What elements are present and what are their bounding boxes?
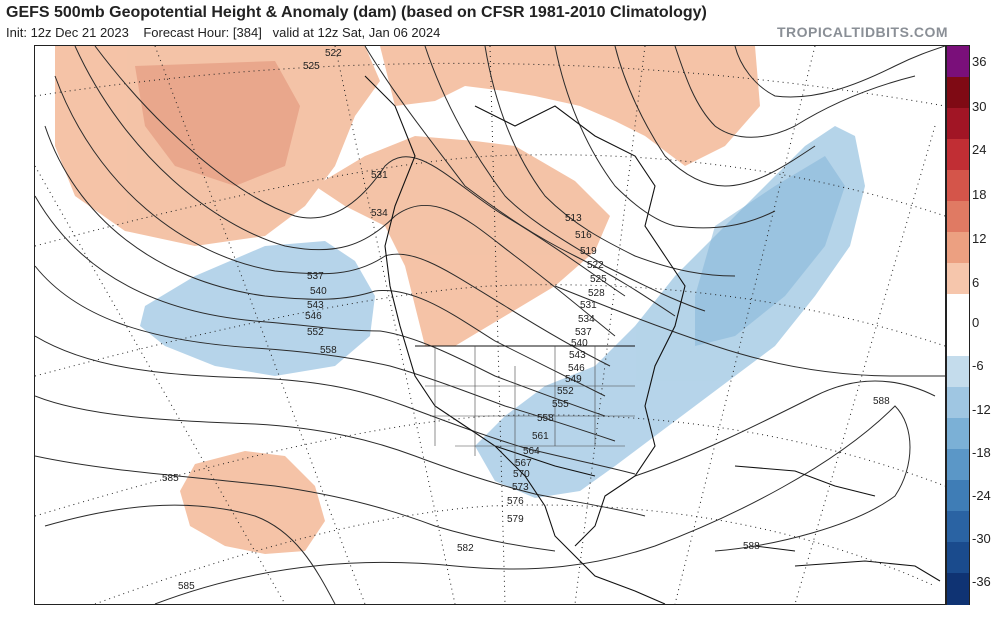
contour-label: 531 — [580, 300, 597, 311]
contour-label: 546 — [305, 311, 322, 322]
colorbar-segment — [947, 77, 969, 109]
contour-label: 534 — [578, 314, 595, 325]
colorbar-segment — [947, 480, 969, 512]
colorbar-segment — [947, 201, 969, 233]
contour-label: 534 — [371, 208, 388, 219]
contour-label: 573 — [512, 482, 529, 493]
colorbar-tick-label: 0 — [972, 315, 980, 330]
contour-label: 522 — [325, 48, 342, 59]
colorbar-segment — [947, 139, 969, 171]
contour-label: 576 — [507, 496, 524, 507]
state-borders — [425, 346, 635, 466]
init-time: Init: 12z Dec 21 2023 — [6, 25, 129, 40]
contour-label: 531 — [371, 170, 388, 181]
colorbar-tick-label: 12 — [972, 231, 987, 246]
colorbar-segment — [947, 449, 969, 481]
contour-label: 543 — [307, 300, 324, 311]
contour-label: 513 — [565, 213, 582, 224]
colorbar-segment — [947, 170, 969, 202]
contour-labels: 522 525 531 534 537 540 543 546 552 558 … — [162, 48, 890, 592]
colorbar-tick-label: 6 — [972, 275, 980, 290]
contour-label: 552 — [307, 327, 324, 338]
contour-label: 537 — [307, 271, 324, 282]
contour-label: 516 — [575, 230, 592, 241]
chart-subtitle: Init: 12z Dec 21 2023 Forecast Hour: [38… — [6, 25, 440, 40]
contour-label: 555 — [552, 399, 569, 410]
brand-watermark: TROPICALTIDBITS.COM — [776, 24, 948, 40]
colorbar-segment — [947, 511, 969, 543]
contour-label: 585 — [162, 473, 179, 484]
contour-label: 582 — [457, 543, 474, 554]
contour-label: 549 — [565, 374, 582, 385]
colorbar-tick-label: 24 — [972, 142, 987, 157]
colorbar-tick-label: -18 — [972, 445, 991, 460]
contour-label: 585 — [178, 581, 195, 592]
colorbar-segment — [947, 387, 969, 419]
chart-title: GEFS 500mb Geopotential Height & Anomaly… — [6, 4, 707, 21]
contour-label: 552 — [557, 386, 574, 397]
colorbar-segment — [947, 46, 969, 78]
contour-label: 546 — [568, 363, 585, 374]
contour-label: 558 — [320, 345, 337, 356]
colorbar-segment — [947, 573, 969, 605]
forecast-hour: Forecast Hour: [384] — [143, 25, 262, 40]
colorbar-tick-label: 30 — [972, 99, 987, 114]
map-panel: 522 525 531 534 537 540 543 546 552 558 … — [34, 45, 946, 605]
colorbar-segment — [947, 108, 969, 140]
colorbar-tick-label: 36 — [972, 54, 987, 69]
colorbar-tick-label: -12 — [972, 402, 991, 417]
contour-label: 588 — [743, 541, 760, 552]
colorbar-segment — [947, 325, 969, 357]
colorbar — [946, 45, 970, 605]
contour-label: 537 — [575, 327, 592, 338]
colorbar-tick-label: -6 — [972, 358, 984, 373]
contour-label: 579 — [507, 514, 524, 525]
colorbar-tick-label: -24 — [972, 488, 991, 503]
colorbar-tick-label: -36 — [972, 574, 991, 589]
contour-label: 567 — [515, 458, 532, 469]
colorbar-tick-label: -30 — [972, 531, 991, 546]
contour-label: 543 — [569, 350, 586, 361]
colorbar-segment — [947, 356, 969, 388]
contour-label: 528 — [588, 288, 605, 299]
valid-time: valid at 12z Sat, Jan 06 2024 — [272, 25, 441, 40]
colorbar-segment — [947, 542, 969, 574]
contour-label: 570 — [513, 469, 530, 480]
contour-label: 522 — [587, 260, 604, 271]
graticule — [35, 46, 945, 604]
contour-label: 540 — [310, 286, 327, 297]
contour-label: 525 — [590, 274, 607, 285]
colorbar-segment — [947, 263, 969, 295]
colorbar-segment — [947, 294, 969, 326]
map-canvas: 522 525 531 534 537 540 543 546 552 558 … — [35, 46, 945, 604]
contour-label: 564 — [523, 446, 540, 457]
contour-label: 558 — [537, 413, 554, 424]
contour-label: 540 — [571, 338, 588, 349]
contour-label: 519 — [580, 246, 597, 257]
contour-label: 588 — [873, 396, 890, 407]
height-contours — [35, 46, 945, 604]
contour-label: 561 — [532, 431, 549, 442]
colorbar-tick-label: 18 — [972, 187, 987, 202]
colorbar-segment — [947, 232, 969, 264]
colorbar-segment — [947, 418, 969, 450]
contour-label: 525 — [303, 61, 320, 72]
coastlines — [364, 75, 941, 604]
